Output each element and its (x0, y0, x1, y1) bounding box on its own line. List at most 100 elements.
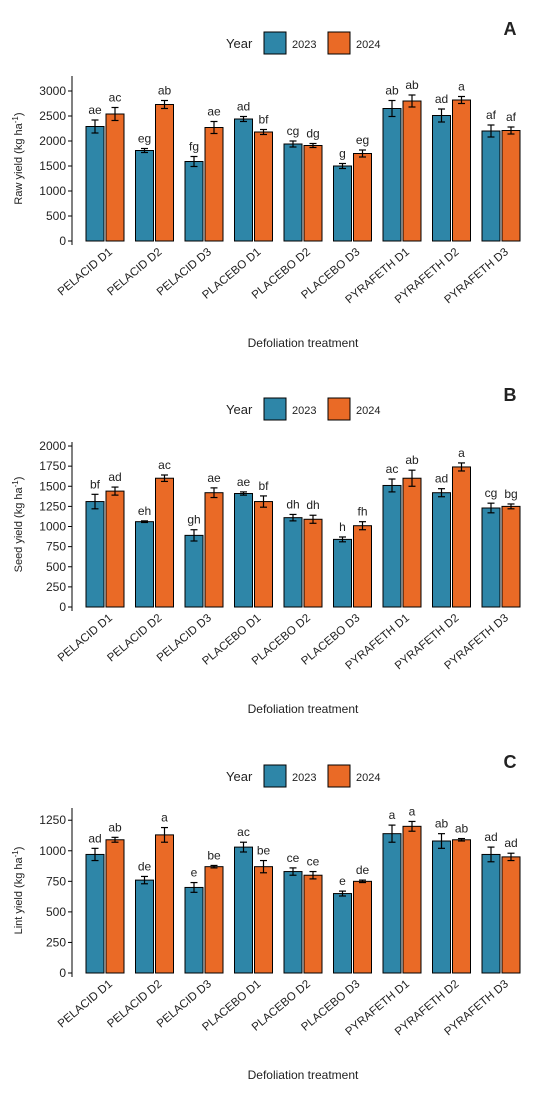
bar-2024 (303, 874, 323, 974)
bar-2024 (501, 856, 521, 974)
bar-2024 (204, 492, 224, 608)
bar-2024 (105, 839, 125, 974)
bar-2023 (85, 126, 105, 242)
significance-label: g (339, 147, 346, 161)
significance-label: ab (435, 817, 449, 831)
significance-label: ce (307, 855, 320, 869)
y-tick-label: 1500 (39, 479, 66, 493)
bar-2023 (135, 879, 154, 974)
x-axis-label: Defoliation treatment (248, 702, 359, 716)
significance-label: ab (108, 820, 122, 834)
significance-label: ae (88, 103, 102, 117)
bar-2024 (501, 130, 521, 242)
significance-label: ac (109, 91, 122, 105)
bar-2023 (184, 534, 204, 608)
y-tick-label: 1000 (39, 520, 66, 534)
bar-2023 (382, 484, 402, 608)
y-tick-label: 500 (46, 209, 66, 223)
y-tick-label: 1250 (39, 499, 66, 513)
significance-label: a (458, 80, 465, 94)
y-tick-label: 750 (46, 874, 66, 888)
significance-label: ac (237, 825, 250, 839)
y-tick-label: 500 (46, 560, 66, 574)
significance-label: ab (405, 78, 419, 92)
bar-2024 (452, 466, 471, 608)
significance-label: bf (90, 477, 101, 491)
bar-2023 (234, 118, 253, 242)
significance-label: bg (504, 487, 517, 501)
significance-label: ad (108, 470, 121, 484)
bar-2023 (481, 853, 501, 974)
bar-2023 (184, 886, 204, 974)
significance-label: ae (237, 475, 251, 489)
legend-swatch-2023 (263, 397, 287, 421)
significance-label: ad (237, 100, 250, 114)
significance-label: eg (138, 132, 151, 146)
bar-2023 (432, 840, 451, 974)
bar-2024 (204, 866, 224, 974)
bar-2023 (432, 115, 451, 242)
significance-label: fh (357, 505, 367, 519)
y-tick-label: 0 (59, 600, 66, 614)
bar-2024 (303, 518, 323, 608)
bar-2023 (135, 150, 154, 242)
significance-label: ad (484, 830, 497, 844)
significance-label: af (486, 108, 497, 122)
legend-swatch-2024 (327, 31, 351, 55)
legend-title: Year (226, 402, 253, 417)
bar-2023 (85, 853, 105, 974)
bar-2024 (204, 127, 224, 242)
significance-label: ae (207, 105, 221, 119)
bar-2023 (333, 538, 352, 608)
bar-2023 (481, 130, 501, 242)
y-tick-label: 1000 (39, 844, 66, 858)
legend-label-2024: 2024 (356, 405, 380, 417)
bar-2023 (135, 521, 154, 608)
y-tick-label: 500 (46, 905, 66, 919)
chart-panel-b: B Year 2023 2024 0 250 500 750 1000 1250 1500 1750 2… (11, 385, 521, 716)
bar-2024 (155, 834, 174, 974)
significance-label: be (257, 844, 271, 858)
legend-swatch-2023 (263, 764, 287, 788)
bar-2024 (402, 477, 422, 608)
significance-label: ae (207, 471, 221, 485)
y-axis-label: Raw yield (kg ha-1) (11, 112, 25, 204)
x-axis-label: Defoliation treatment (248, 336, 359, 350)
bar-2024 (254, 501, 273, 608)
y-tick-label: 2500 (39, 109, 66, 123)
legend-label-2024: 2024 (356, 39, 380, 51)
bar-2024 (501, 505, 521, 608)
significance-label: ad (435, 472, 448, 486)
bar-2023 (333, 165, 352, 242)
bar-2024 (452, 99, 471, 242)
significance-label: gh (187, 513, 200, 527)
y-tick-label: 0 (59, 234, 66, 248)
bar-2024 (353, 880, 372, 974)
significance-label: ab (455, 822, 469, 836)
bar-2023 (333, 893, 352, 974)
legend-swatch-2024 (327, 764, 351, 788)
bar-2023 (85, 501, 105, 608)
legend-title: Year (226, 769, 253, 784)
bar-2024 (402, 825, 422, 974)
legend-label-2023: 2023 (292, 772, 316, 784)
y-tick-label: 1000 (39, 184, 66, 198)
significance-label: a (161, 811, 168, 825)
bar-2024 (254, 131, 273, 242)
bar-2023 (184, 161, 204, 242)
legend-label-2024: 2024 (356, 772, 380, 784)
bar-2024 (105, 113, 125, 242)
significance-label: eg (356, 133, 369, 147)
chart-panel-c: C Year 2023 2024 0 250 500 750 1000 1250 Lint yiel… (11, 752, 521, 1082)
y-tick-label: 1750 (39, 459, 66, 473)
significance-label: a (458, 446, 465, 460)
significance-label: fg (189, 140, 199, 154)
bar-2024 (353, 153, 372, 242)
bar-2023 (382, 108, 402, 242)
panel-label: C (504, 752, 517, 772)
significance-label: bf (258, 479, 269, 493)
x-axis-label: Defoliation treatment (248, 1068, 359, 1082)
significance-label: cg (287, 124, 300, 138)
